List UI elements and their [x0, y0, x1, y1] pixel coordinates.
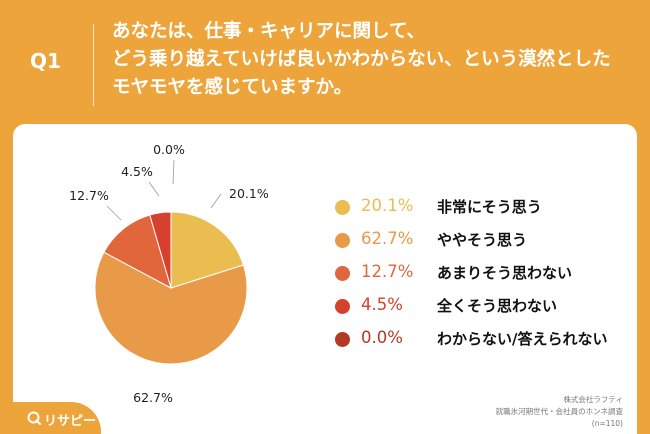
source-company: 株式会社ラフティ [563, 395, 623, 404]
legend-item: 4.5% 全くそう思わない [335, 293, 635, 326]
logo-text: リサピー [44, 414, 97, 429]
legend-value: 62.7% [361, 229, 414, 248]
question-text: あなたは、仕事・キャリアに関して、 どう乗り越えていけば良いかわからない、という… [112, 18, 632, 102]
legend-item: 62.7% ややそう思う [335, 227, 635, 260]
question-line-3: モヤモヤを感じていますか。 [112, 77, 353, 98]
legend-item: 0.0% わからない/答えられない [335, 326, 635, 359]
pie-slice [94, 251, 248, 365]
legend-dot [335, 266, 350, 281]
legend: 20.1% 非常にそう思う 62.7% ややそう思う 12.7% あまりそう思わ… [335, 194, 635, 359]
legend-label: あまりそう思わない [437, 264, 573, 282]
leader-line [106, 205, 122, 221]
legend-label: ややそう思う [437, 231, 528, 249]
legend-dot [335, 200, 350, 215]
legend-label: 全くそう思わない [437, 297, 558, 315]
legend-value: 12.7% [361, 262, 414, 281]
question-line-1: あなたは、仕事・キャリアに関して、 [112, 21, 426, 42]
slice-label: 0.0% [153, 142, 185, 157]
question-line-2: どう乗り越えていけば良いかわからない、という漠然とした [112, 49, 611, 70]
header-divider [93, 24, 94, 106]
legend-label: わからない/答えられない [437, 330, 608, 348]
slice-label: 4.5% [121, 164, 153, 179]
pie-chart: 20.1% 62.7% 12.7% 4.5%0.0% [69, 142, 269, 405]
pie-slice [149, 211, 172, 289]
slice-label: 12.7% [69, 188, 109, 203]
pie-slice [103, 214, 172, 289]
leader-line [148, 181, 160, 197]
legend-value: 0.0% [361, 328, 403, 347]
legend-label: 非常にそう思う [437, 198, 542, 216]
question-header: Q1 あなたは、仕事・キャリアに関して、 どう乗り越えていけば良いかわからない、… [0, 0, 650, 124]
pie-slice [170, 211, 245, 289]
source-survey: 就職氷河期世代・会社員のホンネ調査 [495, 407, 623, 416]
chart-card: 20.1% 62.7% 12.7% 4.5% 0.0% 20.1% 非常にそう思う 62… [13, 124, 637, 434]
logo: リサピー [13, 402, 101, 434]
slice-label: 62.7% [133, 390, 173, 405]
legend-item: 12.7% あまりそう思わない [335, 260, 635, 293]
magnifier-logo-icon [27, 411, 41, 425]
leader-line [210, 193, 222, 209]
leader-line [172, 159, 175, 185]
source-note: 株式会社ラフティ 就職氷河期世代・会社員のホンネ調査 (n=110) [496, 394, 623, 430]
legend-item: 20.1% 非常にそう思う [335, 194, 635, 227]
slice-label: 20.1% [229, 186, 269, 201]
source-sample-size: (n=110) [591, 419, 623, 428]
legend-dot [335, 233, 350, 248]
legend-value: 4.5% [361, 295, 403, 314]
legend-value: 20.1% [361, 196, 414, 215]
question-number: Q1 [30, 49, 61, 73]
legend-dot [335, 332, 350, 347]
legend-dot [335, 299, 350, 314]
